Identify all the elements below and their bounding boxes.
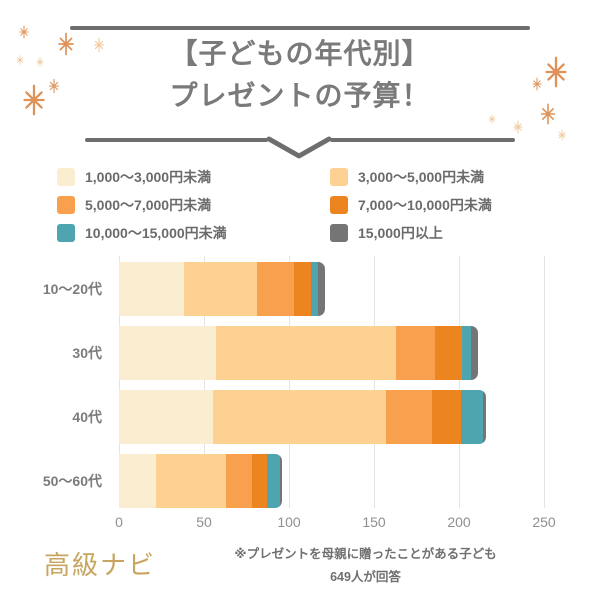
stacked-bar [119, 262, 325, 316]
stacked-bar [119, 390, 487, 444]
legend-label: 3,000〜5,000円未満 [358, 169, 485, 185]
legend-item: 10,000〜15,000円未満 [57, 224, 330, 242]
survey-note: ※プレゼントを母親に贈ったことがある子ども 649人が回答 [213, 543, 518, 588]
category-label: 50〜60代 [42, 473, 102, 489]
header-top-rule [70, 26, 530, 30]
legend-label: 7,000〜10,000円未満 [358, 197, 492, 213]
bar-segment [470, 326, 478, 380]
x-tick-label: 150 [362, 514, 386, 530]
bar-segment [251, 454, 267, 508]
category-labels: 10〜20代 30代 40代 50〜60代 [0, 262, 111, 518]
stacked-bar [119, 326, 478, 380]
legend-swatch [57, 168, 75, 186]
bar-segment [311, 262, 318, 316]
gridline [459, 256, 460, 508]
bars [119, 262, 487, 508]
bar-segment [294, 262, 312, 316]
bar-segment [226, 454, 252, 508]
bar-segment [119, 326, 216, 380]
page-title-line1: 【子どもの年代別】 [169, 38, 431, 69]
bar-segment [280, 454, 283, 508]
legend-label: 1,000〜3,000円未満 [85, 169, 212, 185]
bar-segment [119, 454, 157, 508]
bar-segment [119, 262, 184, 316]
x-tick-label: 100 [277, 514, 301, 530]
x-tick-label: 50 [196, 514, 212, 530]
bar-segment [183, 262, 257, 316]
legend-swatch [57, 196, 75, 214]
bar-segment [215, 326, 397, 380]
bar-segment [385, 390, 432, 444]
bar-segment [462, 326, 471, 380]
category-label: 40代 [72, 409, 102, 425]
legend-label: 10,000〜15,000円未満 [85, 225, 227, 241]
bar-segment [317, 262, 325, 316]
page-title: 【子どもの年代別】 プレゼントの予算！ [0, 33, 600, 117]
bar-segment [460, 390, 483, 444]
survey-note-line1: ※プレゼントを母親に贈ったことがある子ども [234, 547, 497, 561]
legend-item: 5,000〜7,000円未満 [57, 196, 330, 214]
header-bottom-rule-left [85, 138, 268, 142]
bar-segment [482, 390, 487, 444]
bar-segment [431, 390, 461, 444]
brand-logo: 高級ナビ [44, 551, 157, 581]
bar-segment [266, 454, 281, 508]
legend-label: 15,000円以上 [358, 225, 443, 241]
bar-segment [396, 326, 436, 380]
gridline [544, 256, 545, 508]
gridline [374, 256, 375, 508]
stacked-bar [119, 454, 283, 508]
legend-item: 1,000〜3,000円未満 [57, 168, 330, 186]
gridline [204, 256, 205, 508]
page-title-line2: プレゼントの予算！ [169, 80, 431, 111]
legend-swatch [330, 196, 348, 214]
legend-item: 15,000円以上 [330, 224, 492, 242]
category-label: 10〜20代 [42, 281, 102, 297]
legend-item: 3,000〜5,000円未満 [330, 168, 492, 186]
legend-swatch [330, 168, 348, 186]
survey-note-line2: 649人が回答 [330, 569, 401, 584]
bar-segment [435, 326, 463, 380]
x-tick-label: 250 [532, 514, 556, 530]
legend-item: 7,000〜10,000円未満 [330, 196, 492, 214]
x-tick-label: 200 [447, 514, 471, 530]
legend-swatch [57, 224, 75, 242]
header-bottom-rule-right [330, 138, 515, 142]
plot-area: 0 50 100 150 200 250 [115, 256, 556, 530]
gridline [289, 256, 290, 508]
bar-segment [212, 390, 386, 444]
bar-segment [156, 454, 227, 508]
category-label: 30代 [72, 345, 102, 361]
gridline [119, 256, 120, 508]
x-tick-label: 0 [115, 514, 123, 530]
legend-swatch [330, 224, 348, 242]
bar-segment [119, 390, 213, 444]
bar-segment [256, 262, 295, 316]
legend-label: 5,000〜7,000円未満 [85, 197, 212, 213]
legend: 1,000〜3,000円未満 3,000〜5,000円未満 5,000〜7,000円… [57, 168, 492, 242]
chevron-down-icon [266, 136, 332, 159]
